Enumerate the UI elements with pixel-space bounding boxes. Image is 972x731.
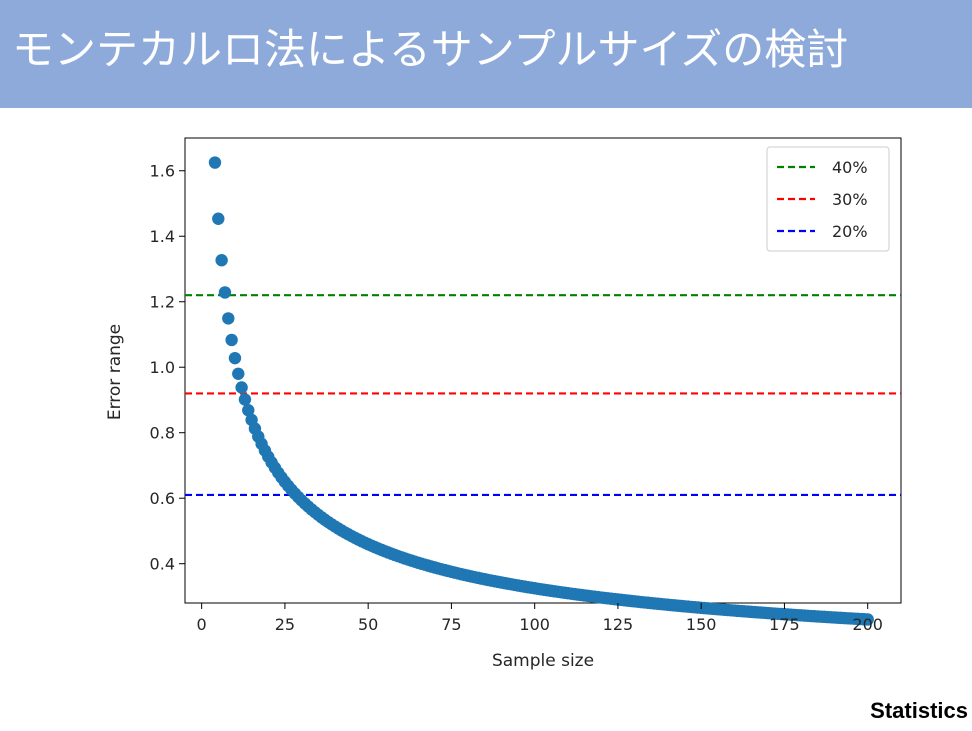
data-point	[208, 156, 222, 169]
legend-label: 40%	[832, 158, 868, 177]
data-point	[222, 312, 235, 325]
y-tick-label: 1.6	[150, 162, 175, 181]
data-points	[208, 156, 874, 626]
data-point	[238, 393, 252, 406]
data-point	[235, 381, 248, 394]
page-title: モンテカルロ法によるサンプルサイズの検討	[12, 25, 849, 74]
data-point	[215, 254, 228, 267]
data-point	[861, 613, 874, 626]
x-tick-label: 200	[852, 615, 883, 634]
legend-box	[766, 146, 890, 252]
y-tick-label: 0.6	[150, 489, 175, 508]
legend: 40% 30% 20%	[766, 146, 890, 252]
x-tick-label: 25	[275, 615, 295, 634]
y-tick-label: 1.4	[150, 227, 175, 246]
data-point	[218, 286, 232, 299]
y-tick-label: 0.4	[150, 555, 175, 574]
footer-label: Statistics	[870, 698, 968, 723]
y-tick-label: 1.0	[150, 358, 175, 377]
data-point	[225, 333, 238, 347]
x-tick-label: 100	[519, 615, 550, 634]
x-tick-label: 175	[769, 615, 800, 634]
y-axis-label: Error range	[105, 324, 125, 420]
x-tick-label: 50	[358, 615, 378, 634]
legend-label: 20%	[832, 222, 868, 241]
title-bar: モンテカルロ法によるサンプルサイズの検討	[0, 0, 972, 108]
y-tick-label: 1.2	[150, 293, 175, 312]
data-point	[228, 351, 242, 365]
legend-label: 30%	[832, 190, 868, 209]
data-point	[232, 367, 245, 380]
data-point	[212, 212, 225, 225]
x-axis-label: Sample size	[492, 651, 594, 671]
x-tick-label: 75	[441, 615, 461, 634]
y-axis-ticks: 0.4 0.6 0.8 1.0 1.2 1.4 1.6	[150, 162, 185, 574]
x-tick-label: 150	[686, 615, 717, 634]
x-axis-ticks: 0 25 50 75 100 125 150 175 200	[197, 603, 883, 634]
data-point	[242, 404, 255, 417]
y-tick-label: 0.8	[150, 424, 175, 443]
reference-lines	[185, 294, 901, 497]
x-tick-label: 125	[603, 615, 634, 634]
x-tick-label: 0	[197, 615, 207, 634]
